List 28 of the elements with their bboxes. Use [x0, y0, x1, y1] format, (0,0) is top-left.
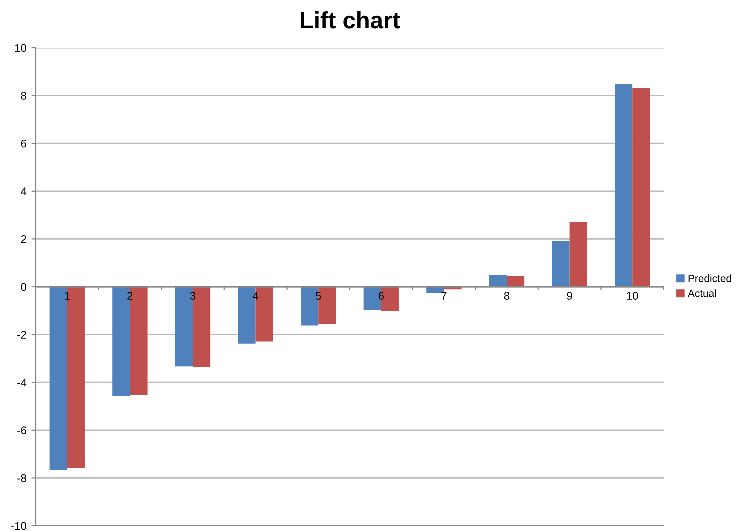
- bar: [615, 84, 633, 287]
- legend-label: Actual: [688, 290, 716, 298]
- x-tick-label: 10: [627, 292, 638, 300]
- y-tick-label: -4: [18, 378, 27, 387]
- y-tick-label: -2: [18, 331, 26, 339]
- chart-title: Lift chart: [301, 11, 400, 29]
- x-tick-label: 4: [252, 292, 259, 300]
- y-tick-label: 10: [15, 44, 27, 52]
- bar: [489, 275, 507, 287]
- legend-label: Predicted: [688, 274, 732, 282]
- y-tick-label: -10: [11, 522, 27, 530]
- bar: [552, 241, 570, 287]
- y-tick-label: 0: [21, 283, 27, 292]
- y-tick-label: -6: [18, 426, 26, 435]
- bar: [570, 222, 588, 287]
- y-tick-label: -8: [18, 474, 26, 482]
- y-tick-label: 2: [21, 235, 26, 244]
- bar: [632, 88, 650, 287]
- y-tick-label: 6: [21, 140, 26, 148]
- x-tick-label: 9: [567, 292, 572, 300]
- y-tick-label: 4: [21, 188, 27, 196]
- x-tick-label: 3: [190, 292, 196, 300]
- bar: [507, 276, 525, 287]
- x-tick-label: 1: [65, 292, 70, 300]
- x-tick-label: 7: [442, 292, 447, 300]
- x-tick-label: 8: [504, 292, 510, 300]
- y-tick-label: 8: [21, 92, 26, 100]
- bar: [67, 287, 85, 468]
